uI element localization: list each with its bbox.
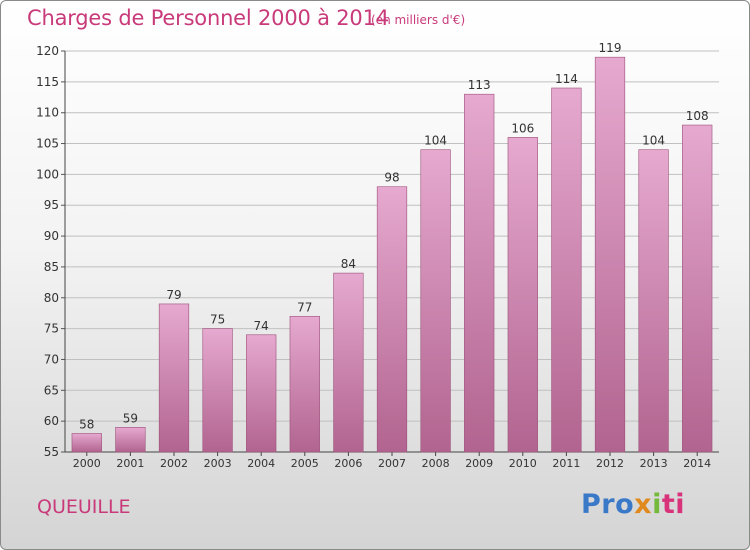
data-label-2006: 84 bbox=[341, 257, 356, 271]
bar-2002 bbox=[158, 303, 190, 453]
logo-part-pro: Pro bbox=[581, 489, 635, 520]
y-tick-label: 95 bbox=[44, 198, 59, 212]
y-tick-label: 70 bbox=[44, 352, 59, 366]
chart-subtitle: (en milliers d'€) bbox=[371, 13, 466, 27]
y-tick-label: 65 bbox=[44, 383, 59, 397]
logo-part-i: i bbox=[652, 489, 662, 520]
axes: 55 60 65 70 75 80 85 90 95 100 105 110 115 120 2000 200… bbox=[36, 44, 719, 470]
bar-2008 bbox=[420, 149, 451, 453]
x-tick-label: 2013 bbox=[640, 457, 668, 470]
y-tick-label: 90 bbox=[44, 229, 59, 243]
commune-name: QUEUILLE bbox=[37, 496, 131, 518]
y-tick-label: 115 bbox=[36, 75, 59, 89]
data-label-2003: 75 bbox=[210, 313, 225, 327]
logo-part-x: x bbox=[634, 489, 653, 520]
logo-part-ti: ti bbox=[661, 489, 686, 520]
data-label-2000: 58 bbox=[79, 417, 94, 431]
data-label-2001: 59 bbox=[123, 411, 138, 425]
x-tick-label: 2014 bbox=[683, 457, 711, 470]
y-tick-label: 100 bbox=[36, 167, 59, 181]
data-label-2008: 104 bbox=[424, 134, 447, 148]
x-tick-label: 2000 bbox=[73, 457, 101, 470]
bar-2003 bbox=[202, 328, 233, 453]
bars bbox=[71, 56, 713, 453]
x-tick-label: 2004 bbox=[247, 457, 275, 470]
bar-2000 bbox=[71, 433, 102, 453]
data-label-2010: 106 bbox=[511, 121, 534, 135]
data-label-2012: 119 bbox=[599, 41, 622, 55]
x-tick-label: 2008 bbox=[422, 457, 450, 470]
bar-2013 bbox=[638, 149, 669, 453]
data-label-2011: 114 bbox=[555, 72, 578, 86]
x-tick-label: 2009 bbox=[465, 457, 493, 470]
data-label-2009: 113 bbox=[468, 78, 491, 92]
data-label-2014: 108 bbox=[686, 109, 709, 123]
bar-2009 bbox=[464, 93, 495, 453]
y-tick-label: 75 bbox=[44, 322, 59, 336]
y-tick-label: 105 bbox=[36, 137, 59, 151]
bar-2014 bbox=[682, 124, 713, 453]
proxiti-logo: Proxiti bbox=[581, 489, 685, 520]
data-labels: 58 59 79 75 74 77 84 98 104 113 106 114 119 104 108 bbox=[79, 41, 708, 431]
bar-2001 bbox=[115, 427, 146, 453]
x-tick-label: 2010 bbox=[509, 457, 537, 470]
x-tick-label: 2007 bbox=[378, 457, 406, 470]
data-label-2013: 104 bbox=[642, 134, 665, 148]
y-tick-label: 120 bbox=[36, 44, 59, 58]
bar-2004 bbox=[246, 334, 277, 453]
x-tick-label: 2011 bbox=[552, 457, 580, 470]
bar-2010 bbox=[507, 137, 538, 453]
x-tick-label: 2006 bbox=[334, 457, 362, 470]
bar-2005 bbox=[289, 315, 320, 453]
data-label-2004: 74 bbox=[254, 319, 269, 333]
x-tick-label: 2002 bbox=[160, 457, 188, 470]
y-tick-label: 80 bbox=[44, 291, 59, 305]
data-label-2007: 98 bbox=[384, 171, 399, 185]
y-tick-label: 85 bbox=[44, 260, 59, 274]
chart-title: Charges de Personnel 2000 à 2014 bbox=[27, 6, 389, 30]
bar-2007 bbox=[376, 186, 408, 453]
y-tick-label: 55 bbox=[44, 445, 59, 459]
bar-2011 bbox=[551, 87, 582, 453]
y-tick-label: 110 bbox=[36, 106, 59, 120]
bar-2006 bbox=[333, 272, 364, 453]
x-tick-label: 2001 bbox=[116, 457, 144, 470]
data-label-2002: 79 bbox=[166, 288, 181, 302]
x-tick-label: 2003 bbox=[204, 457, 232, 470]
y-tick-label: 60 bbox=[44, 414, 59, 428]
x-tick-label: 2012 bbox=[596, 457, 624, 470]
bar-2012 bbox=[594, 56, 626, 453]
x-tick-label: 2005 bbox=[291, 457, 319, 470]
data-label-2005: 77 bbox=[297, 300, 312, 314]
